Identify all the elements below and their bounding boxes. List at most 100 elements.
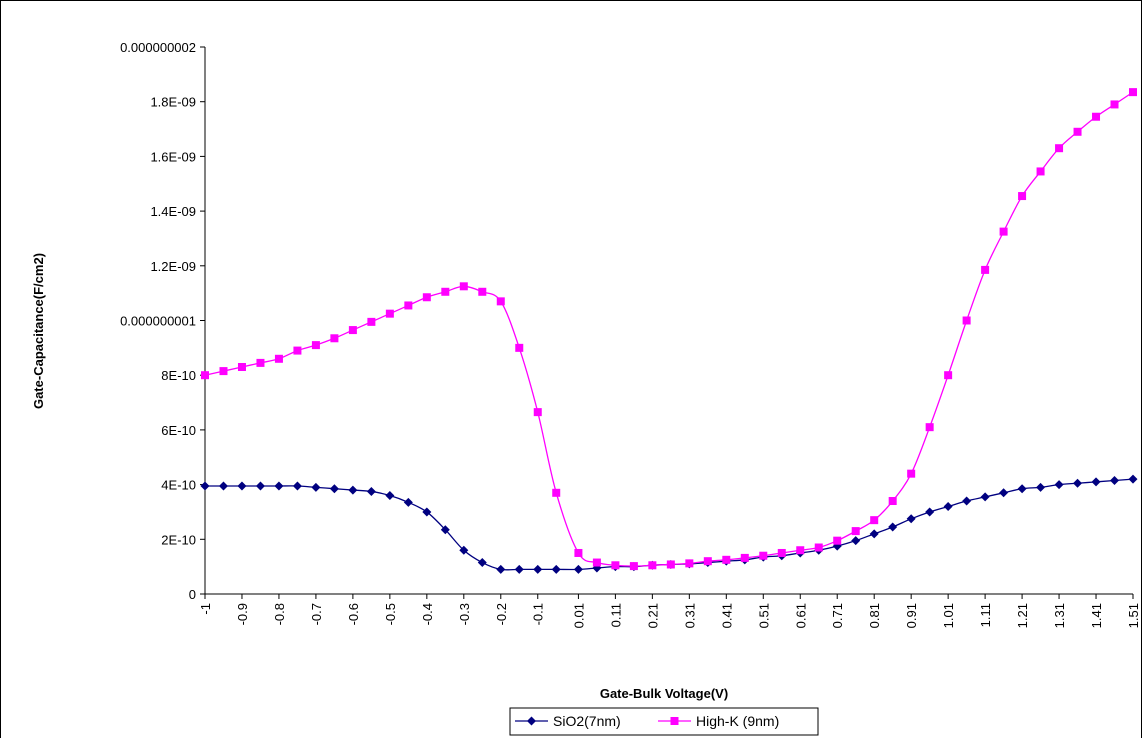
- data-point-sio2: [551, 564, 561, 574]
- data-point-highk: [404, 301, 413, 310]
- data-point-highk: [330, 334, 339, 343]
- x-tick-label: 1.31: [1052, 603, 1067, 628]
- x-axis-title: Gate-Bulk Voltage(V): [600, 686, 728, 701]
- data-point-highk: [478, 287, 487, 296]
- data-point-sio2: [980, 492, 990, 502]
- data-point-highk: [722, 555, 731, 564]
- data-point-sio2: [496, 564, 506, 574]
- x-tick-label: -0.4: [420, 603, 435, 625]
- y-axis-title: Gate-Capacitance(F/cm2): [31, 253, 46, 409]
- legend-marker-sio2: [527, 716, 536, 726]
- x-tick-label: 1.21: [1015, 603, 1030, 628]
- data-point-sio2: [218, 481, 228, 491]
- legend-label-sio2: SiO2(7nm): [553, 713, 621, 729]
- x-tick-label: -0.7: [309, 603, 324, 625]
- x-tick-label: -0.8: [272, 603, 287, 625]
- legend-marker-highk: [670, 717, 679, 725]
- data-point-highk: [592, 558, 601, 567]
- x-tick-label: 0.61: [793, 603, 808, 628]
- data-point-sio2: [311, 482, 321, 492]
- data-point-sio2: [292, 481, 302, 491]
- data-point-sio2: [385, 491, 395, 501]
- data-point-highk: [907, 469, 916, 478]
- data-point-highk: [814, 543, 823, 552]
- data-point-sio2: [943, 501, 953, 511]
- data-point-highk: [552, 488, 561, 497]
- x-tick-label: 1.51: [1126, 603, 1141, 628]
- data-point-highk: [1073, 127, 1082, 136]
- data-point-highk: [385, 309, 394, 318]
- data-point-highk: [1055, 144, 1064, 153]
- data-point-sio2: [1091, 477, 1101, 487]
- data-point-sio2: [1036, 482, 1046, 492]
- data-point-sio2: [422, 507, 432, 517]
- data-point-sio2: [514, 564, 524, 574]
- data-point-sio2: [962, 496, 972, 506]
- data-point-sio2: [200, 481, 210, 491]
- data-point-highk: [611, 561, 620, 570]
- y-tick-label: 6E-10: [161, 423, 196, 438]
- data-point-highk: [685, 559, 694, 568]
- x-tick-label: 0.51: [756, 603, 771, 628]
- x-tick-label: 0.81: [867, 603, 882, 628]
- legend: SiO2(7nm) High-K (9nm): [509, 707, 819, 736]
- data-point-highk: [237, 362, 246, 371]
- data-point-sio2: [348, 485, 358, 495]
- data-point-sio2: [1128, 474, 1138, 484]
- data-point-highk: [256, 358, 265, 367]
- data-point-highk: [348, 326, 357, 335]
- x-tick-label: -0.3: [457, 603, 472, 625]
- data-point-sio2: [1110, 475, 1120, 485]
- data-point-sio2: [925, 507, 935, 517]
- y-tick-label: 0: [189, 587, 196, 602]
- x-tick-label: -0.6: [346, 603, 361, 625]
- data-point-sio2: [237, 481, 247, 491]
- data-point-sio2: [869, 529, 879, 539]
- y-tick-label: 1.6E-09: [150, 149, 196, 164]
- data-point-highk: [515, 343, 524, 352]
- data-point-sio2: [1073, 478, 1083, 488]
- data-point-sio2: [533, 564, 543, 574]
- data-point-highk: [740, 553, 749, 562]
- data-point-sio2: [573, 564, 583, 574]
- x-tick-label: 1.11: [978, 603, 993, 627]
- y-tick-label: 4E-10: [161, 478, 196, 493]
- y-tick-label: 0.000000002: [120, 40, 196, 55]
- data-point-sio2: [906, 514, 916, 524]
- data-point-highk: [777, 548, 786, 557]
- data-point-highk: [666, 560, 675, 569]
- data-point-sio2: [329, 484, 339, 494]
- data-point-sio2: [888, 522, 898, 532]
- x-tick-label: -0.5: [383, 603, 398, 625]
- x-tick-label: 0.01: [571, 603, 586, 628]
- data-point-highk: [962, 316, 971, 325]
- x-tick-label: 1.41: [1089, 603, 1104, 628]
- x-tick-label: -1: [198, 603, 213, 615]
- data-point-sio2: [1054, 480, 1064, 490]
- data-point-highk: [367, 317, 376, 326]
- y-tick-label: 1.2E-09: [150, 259, 196, 274]
- legend-label-highk: High-K (9nm): [696, 713, 779, 729]
- data-point-sio2: [403, 497, 413, 507]
- data-point-sio2: [1017, 484, 1027, 494]
- y-tick-label: 1.8E-09: [150, 95, 196, 110]
- x-tick-label: 1.01: [941, 603, 956, 628]
- x-tick-label: -0.2: [494, 603, 509, 625]
- data-point-sio2: [255, 481, 265, 491]
- data-point-highk: [1129, 88, 1137, 97]
- data-point-highk: [1036, 167, 1045, 176]
- y-tick-label: 1.4E-09: [150, 204, 196, 219]
- data-point-highk: [833, 536, 842, 545]
- data-point-sio2: [366, 486, 376, 496]
- x-tick-label: 0.41: [719, 603, 734, 628]
- data-point-sio2: [477, 558, 487, 568]
- data-point-sio2: [440, 525, 450, 535]
- x-tick-label: 0.31: [682, 603, 697, 628]
- x-tick-label: 0.91: [904, 603, 919, 628]
- data-point-highk: [311, 341, 320, 350]
- data-point-highk: [1092, 112, 1101, 121]
- data-point-highk: [459, 282, 468, 291]
- data-point-highk: [496, 297, 505, 306]
